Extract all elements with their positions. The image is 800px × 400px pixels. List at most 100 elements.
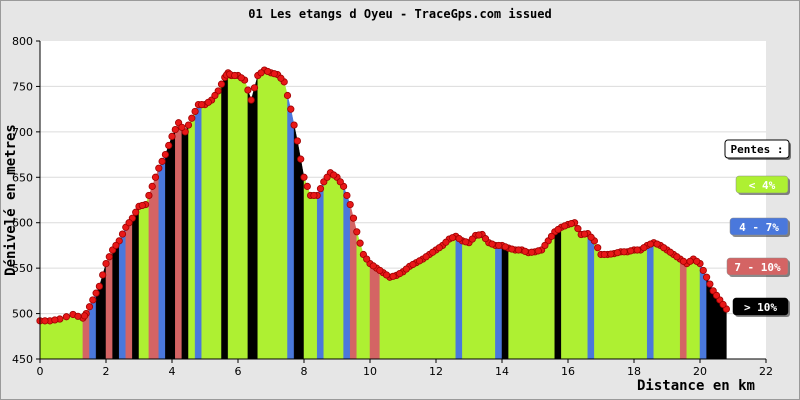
elevation-point [369, 262, 377, 270]
elevation-point [660, 244, 668, 252]
legend-title-box [724, 139, 790, 159]
chart-title: 01 Les etangs d Oyeu - TraceGps.com issu… [248, 7, 551, 21]
y-tick-label: 650 [12, 171, 33, 184]
legend-label: > 10% [744, 301, 777, 314]
elevation-point [85, 303, 94, 311]
elevation-point [99, 271, 107, 279]
slope-segment-lt4 [257, 69, 288, 360]
legend-swatch [732, 297, 789, 316]
legend-label: < 4% [749, 179, 776, 192]
x-tick-label: 6 [235, 365, 242, 378]
slope-segment-gt10 [112, 240, 120, 360]
legend-swatch [729, 217, 789, 236]
elevation-point [508, 245, 516, 253]
slope-segment-lt4 [188, 111, 196, 360]
elevation-point [547, 232, 556, 240]
elevation-point [95, 282, 104, 290]
elevation-point [468, 235, 476, 243]
slope-segment-7to10 [679, 258, 688, 360]
slope-segment-gt10 [554, 226, 562, 360]
slope-segment-4to7 [287, 95, 295, 360]
elevation-point [574, 225, 582, 233]
x-tick-labels: 0 2 4 6 8 10 12 14 16 18 20 22 [37, 365, 774, 378]
elevation-point [92, 289, 100, 297]
elevation-point [376, 266, 384, 275]
elevation-point [257, 69, 265, 77]
elevation-point [158, 157, 166, 165]
elevation-point [409, 260, 417, 269]
elevation-point [554, 225, 562, 234]
elevation-point [211, 91, 219, 100]
elevation-point [191, 107, 199, 116]
y-tick-label: 600 [12, 217, 33, 230]
elevation-point [323, 173, 331, 181]
elevation-point [402, 265, 410, 273]
elevation-point [442, 238, 450, 246]
y-tick-label: 700 [12, 126, 33, 139]
elevation-point [702, 273, 711, 281]
elevation-point [686, 257, 694, 265]
elevation-point [534, 247, 542, 255]
x-tick-label: 22 [759, 365, 773, 378]
elevation-point [607, 250, 615, 258]
elevation-point [422, 253, 430, 261]
elevation-point [389, 272, 397, 280]
slope-segment-gt10 [501, 245, 509, 360]
slope-segment-gt10 [247, 75, 259, 360]
elevation-point [184, 121, 193, 129]
slope-segment-lt4 [686, 258, 701, 360]
elevation-point [217, 80, 226, 88]
elevation-point [435, 244, 443, 252]
slope-segment-7to10 [125, 217, 133, 360]
elevation-point [382, 271, 391, 279]
elevation-point [448, 234, 457, 242]
slope-segment-4to7 [646, 242, 655, 360]
slope-segment-gt10 [132, 205, 140, 360]
legend-title: Pentes : [731, 143, 784, 156]
elevation-point [336, 178, 344, 186]
elevation-point [105, 253, 113, 261]
elevation-point [138, 201, 146, 210]
elevation-point [198, 101, 206, 109]
elevation-point [429, 248, 437, 256]
elevation-point [541, 241, 549, 250]
y-axis-label: Dénivelé en metres [3, 124, 19, 276]
elevation-point [165, 141, 173, 150]
elevation-point [89, 296, 97, 304]
elevation-point [297, 155, 305, 163]
slope-segment-lt4 [138, 195, 150, 360]
elevation-point [74, 312, 82, 320]
slope-segment-4to7 [587, 232, 595, 360]
elevation-point [112, 241, 120, 250]
elevation-point [145, 191, 153, 200]
elevation-point [620, 248, 628, 256]
elevation-point [346, 200, 354, 209]
elevation-point [125, 219, 133, 227]
elevation-point [310, 191, 318, 200]
elevation-point [567, 220, 575, 228]
elevation-point [594, 244, 602, 252]
elevation-point [488, 240, 496, 248]
elevation-point [287, 105, 295, 113]
elevation-point [290, 121, 298, 129]
x-tick-label: 4 [169, 365, 176, 378]
elevation-point [396, 269, 404, 278]
elevation-point [356, 239, 364, 247]
slope-segment-4to7 [316, 181, 325, 360]
elevation-point [178, 123, 186, 131]
elevation-point [102, 259, 110, 268]
legend-label: 7 - 10% [734, 261, 781, 274]
elevation-point [363, 255, 371, 263]
y-tick-labels: 450 500 550 600 650 700 750 800 [12, 35, 33, 366]
elevation-point [455, 235, 463, 243]
elevation-point [148, 182, 156, 190]
slope-segment-4to7 [158, 154, 166, 360]
elevation-point [633, 246, 641, 254]
axes [36, 40, 767, 363]
slope-segment-4to7 [194, 104, 202, 360]
elevation-point [247, 96, 255, 104]
elevation-point [155, 164, 163, 172]
elevation-point [132, 208, 140, 216]
slope-segment-7to10 [175, 122, 183, 360]
x-tick-label: 8 [301, 365, 308, 378]
